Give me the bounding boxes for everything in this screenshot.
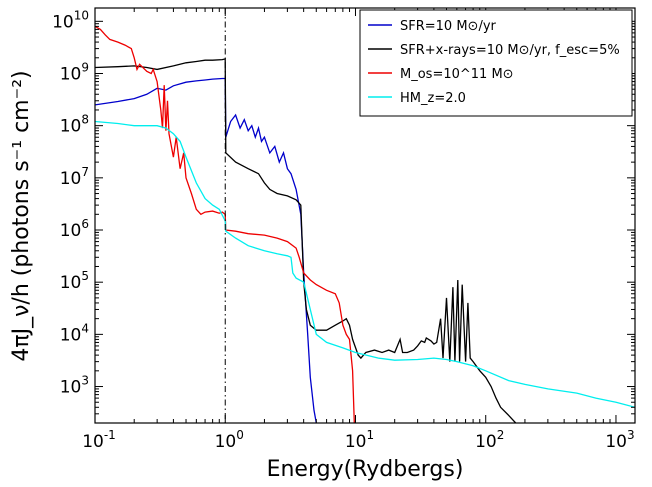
x-tick-label: 100: [215, 428, 244, 452]
x-tick-label: 103: [605, 428, 634, 452]
legend: SFR=10 M⊙/yr SFR+x-rays=10 M⊙/yr, f_esc=5…: [359, 9, 633, 117]
x-axis-title: Energy(Rydbergs): [267, 457, 464, 482]
legend-label-0: SFR=10 M⊙/yr: [400, 19, 497, 34]
y-tick-label: 109: [60, 60, 89, 84]
y-tick-label: 108: [60, 113, 89, 137]
legend-label-2: M_os=10^11 M⊙: [400, 67, 514, 82]
series-line-0: [95, 77, 317, 423]
y-tick-label: 103: [60, 374, 89, 398]
series-line-3: [95, 120, 635, 408]
x-tick-label: 10-1: [82, 428, 116, 452]
y-tick-label: 105: [60, 269, 89, 293]
y-tick-label: 104: [60, 321, 89, 345]
y-tick-label: 106: [60, 217, 89, 241]
plot-frame: [94, 7, 636, 424]
tick-marks: [94, 8, 635, 424]
y-axis-title: 4πJ_ν/h (photons s⁻¹ cm⁻²): [9, 70, 34, 361]
x-tick-label: 102: [475, 428, 504, 452]
plot-area: 10-1 100 101 102 103 10310410510610710810910…: [52, 7, 636, 452]
y-tick-labels: 103 104 105 106 107 108 109 1010: [52, 8, 89, 397]
legend-label-1: SFR+x-rays=10 M⊙/yr, f_esc=5%: [400, 43, 620, 58]
y-tick-label: 107: [60, 165, 89, 189]
legend-entries: SFR=10 M⊙/yr SFR+x-rays=10 M⊙/yr, f_esc=5…: [368, 19, 620, 106]
legend-box: [359, 9, 633, 117]
x-tick-labels: 10-1 100 101 102 103: [82, 428, 634, 452]
x-tick-label: 101: [345, 428, 374, 452]
series-line-2: [95, 25, 355, 423]
y-tick-label: 1010: [52, 8, 89, 32]
legend-label-3: HM_z=2.0: [400, 91, 466, 106]
